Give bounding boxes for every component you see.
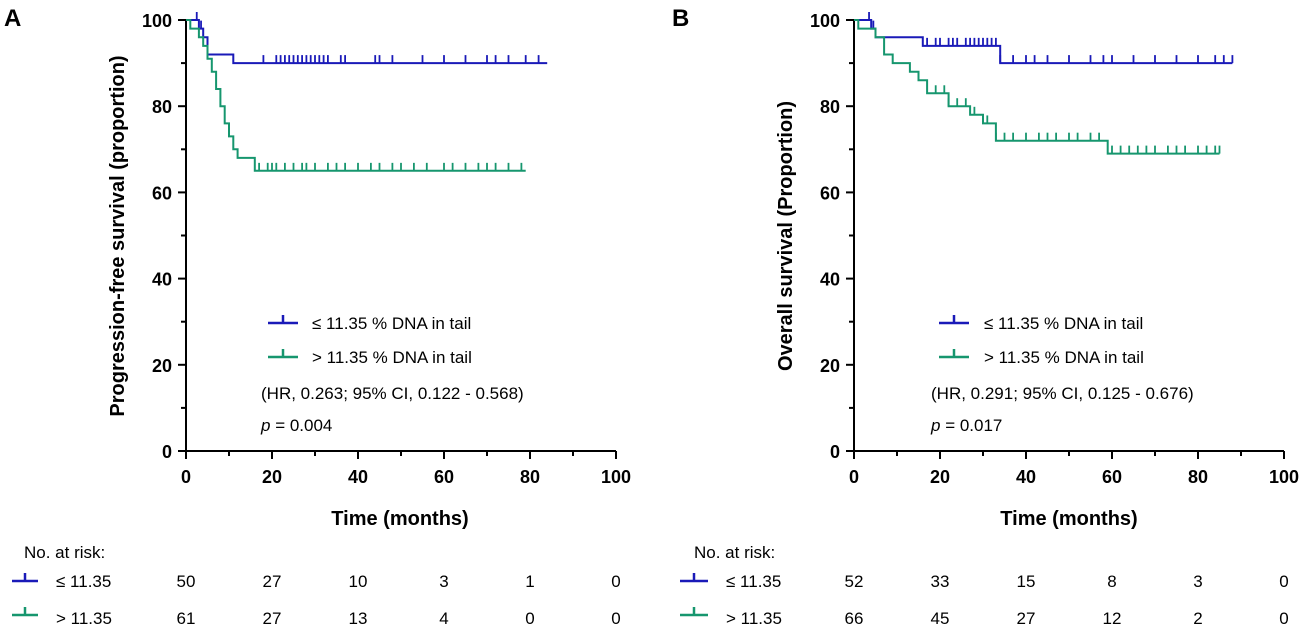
risk-value-b-low: 52 <box>845 572 864 591</box>
risk-value-a-low: 3 <box>439 572 448 591</box>
legend-a-low-label: ≤ 11.35 % DNA in tail <box>312 314 471 333</box>
risk-value-a-low: 50 <box>177 572 196 591</box>
x-tick-label-a: 60 <box>434 467 454 487</box>
y-tick-label-b: 60 <box>820 183 840 203</box>
risk-value-a-high: 13 <box>349 609 368 628</box>
risk-row-a-high-marker <box>12 607 38 617</box>
axes-a: 0 20 40 60 80 100 0 20 40 60 80 100 <box>142 11 631 487</box>
y-tick-label-b: 40 <box>820 270 840 290</box>
y-tick-label-b: 80 <box>820 97 840 117</box>
x-tick-label-b: 20 <box>930 467 950 487</box>
legend-b-low-label: ≤ 11.35 % DNA in tail <box>984 314 1143 333</box>
risk-header-a: No. at risk: <box>24 543 105 562</box>
risk-value-b-high: 27 <box>1017 609 1036 628</box>
y-tick-label-a: 80 <box>152 97 172 117</box>
y-tick-label-a: 0 <box>162 442 172 462</box>
x-tick-label-a: 100 <box>601 467 631 487</box>
panel-a: A Progression-free survival (proportion)… <box>4 5 631 628</box>
km-curve-b-low <box>854 19 1233 65</box>
panel-b: B Overall survival (Proportion) 02040608… <box>672 5 1299 628</box>
p-value-b: p = 0.017 <box>930 416 1002 435</box>
risk-value-b-high: 66 <box>845 609 864 628</box>
legend-a: ≤ 11.35 % DNA in tail > 11.35 % DNA in t… <box>268 314 472 367</box>
risk-row-b-low-label: ≤ 11.35 <box>726 572 781 591</box>
risk-row-b-high-marker <box>680 607 708 617</box>
risk-value-b-low: 0 <box>1279 572 1288 591</box>
legend-b-low-marker <box>939 315 969 325</box>
km-curve-b-high <box>854 19 1220 155</box>
km-curve-a-high <box>186 19 526 172</box>
y-tick-label-a: 40 <box>152 270 172 290</box>
legend-a-low-marker <box>268 315 298 325</box>
legend-a-high-label: > 11.35 % DNA in tail <box>312 348 472 367</box>
risk-table-b: No. at risk: ≤ 11.35 > 11.35 52 33 15 8 3 0 66… <box>680 543 1289 628</box>
hr-annotation-a: (HR, 0.263; 95% CI, 0.122 - 0.568) <box>261 384 524 403</box>
risk-value-a-low: 27 <box>263 572 282 591</box>
y-tick-label-a: 20 <box>152 356 172 376</box>
risk-value-b-high: 0 <box>1279 609 1288 628</box>
x-tick-label-a: 80 <box>520 467 540 487</box>
y-axis-label-b: Overall survival (Proportion) <box>775 101 797 371</box>
p-value-a: p = 0.004 <box>260 416 332 435</box>
risk-table-a: No. at risk: ≤ 11.35 > 11.35 50 27 10 3 1 061… <box>12 543 621 628</box>
risk-value-b-high: 45 <box>931 609 950 628</box>
x-tick-label-b: 100 <box>1269 467 1299 487</box>
risk-values-a: 50 27 10 3 1 061 27 13 4 0 0 <box>177 572 621 628</box>
risk-row-b-low-marker <box>680 573 708 583</box>
risk-value-a-low: 1 <box>525 572 534 591</box>
y-tick-label-a: 60 <box>152 183 172 203</box>
x-tick-label-a: 40 <box>348 467 368 487</box>
km-curve-a-low <box>186 19 548 65</box>
risk-row-a-low-marker <box>12 573 38 583</box>
legend-b-high-marker <box>939 349 969 359</box>
risk-header-b: No. at risk: <box>694 543 775 562</box>
x-tick-label-b: 60 <box>1102 467 1122 487</box>
panel-label-b: B <box>672 5 689 32</box>
risk-row-a-low-label: ≤ 11.35 <box>56 572 111 591</box>
risk-value-b-low: 3 <box>1193 572 1202 591</box>
legend-a-high-marker <box>268 349 298 359</box>
plot-a <box>186 12 548 172</box>
risk-value-a-high: 27 <box>263 609 282 628</box>
risk-value-a-low: 10 <box>349 572 368 591</box>
x-tick-label-b: 40 <box>1016 467 1036 487</box>
y-tick-label-b: 0 <box>830 442 840 462</box>
risk-row-a-high-label: > 11.35 <box>56 609 112 628</box>
x-tick-label-b: 80 <box>1188 467 1208 487</box>
risk-value-a-high: 0 <box>525 609 534 628</box>
y-axis-label-a: Progression-free survival (proportion) <box>107 55 129 416</box>
y-tick-label-a: 100 <box>142 11 172 31</box>
y-tick-label-b: 20 <box>820 356 840 376</box>
risk-values-b: 52 33 15 8 3 0 66 45 27 12 2 0 <box>845 572 1289 628</box>
x-tick-label-a: 20 <box>262 467 282 487</box>
risk-value-b-low: 15 <box>1017 572 1036 591</box>
x-tick-label-b: 0 <box>849 467 859 487</box>
risk-value-a-high: 0 <box>611 609 620 628</box>
risk-row-b-high-label: > 11.35 <box>726 609 782 628</box>
risk-value-a-high: 61 <box>177 609 196 628</box>
axes-b: 0 20 40 60 80 100 0 20 40 60 80 100 <box>810 11 1299 487</box>
risk-value-b-low: 8 <box>1107 572 1116 591</box>
risk-value-b-high: 2 <box>1193 609 1202 628</box>
risk-value-b-high: 12 <box>1103 609 1122 628</box>
plot-b <box>854 12 1234 155</box>
x-axis-label-a: Time (months) <box>331 508 468 530</box>
y-tick-label-b: 100 <box>810 11 840 31</box>
risk-value-b-low: 33 <box>931 572 950 591</box>
legend-b-high-label: > 11.35 % DNA in tail <box>984 348 1144 367</box>
x-tick-label-a: 0 <box>181 467 191 487</box>
legend-b: ≤ 11.35 % DNA in tail > 11.35 % DNA in t… <box>939 314 1144 367</box>
x-axis-label-b: Time (months) <box>1000 508 1137 530</box>
hr-annotation-b: (HR, 0.291; 95% CI, 0.125 - 0.676) <box>931 384 1194 403</box>
risk-value-a-low: 0 <box>611 572 620 591</box>
risk-value-a-high: 4 <box>439 609 448 628</box>
panel-label-a: A <box>4 5 21 32</box>
